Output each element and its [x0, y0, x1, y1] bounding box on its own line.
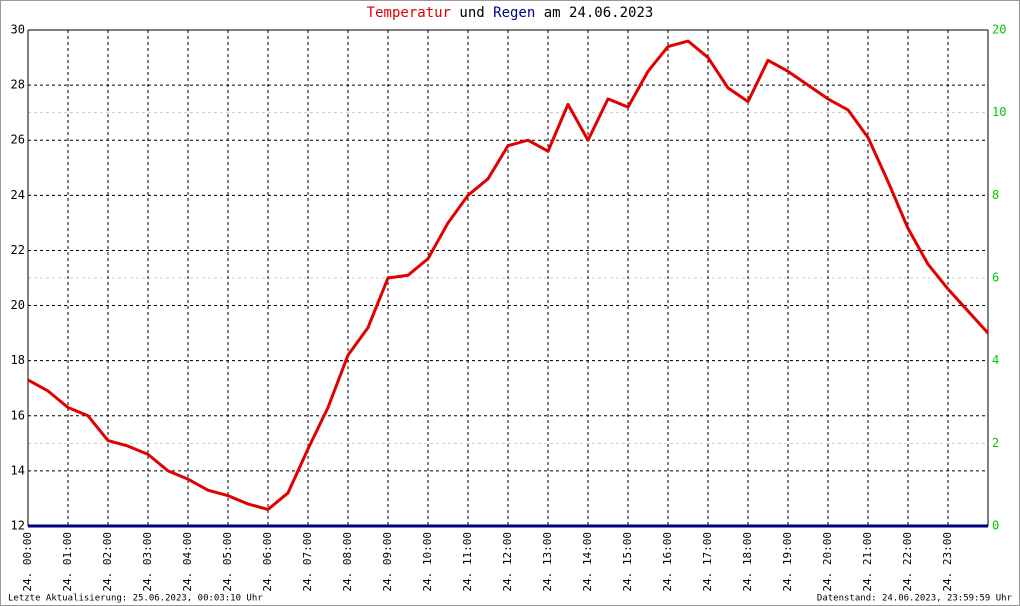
x-tick-label: 24. 15:00: [621, 532, 634, 592]
x-tick-label: 24. 19:00: [781, 532, 794, 592]
x-tick-label: 24. 07:00: [301, 532, 314, 592]
y-tick-label: 14: [11, 463, 25, 477]
title-und: und: [459, 5, 484, 21]
x-tick-label: 24. 21:00: [861, 532, 874, 592]
x-tick-label: 24. 14:00: [581, 532, 594, 592]
y-tick-label: 30: [11, 23, 25, 37]
x-tick-label: 24. 02:00: [101, 532, 114, 592]
x-tick-label: 24. 04:00: [181, 532, 194, 592]
chart-title: Temperatur und Regen am 24.06.2023: [367, 5, 654, 21]
y2-tick-label: 4: [992, 353, 999, 367]
y2-tick-label: 10: [992, 105, 1006, 119]
y-tick-label: 20: [11, 298, 25, 312]
y-tick-label: 24: [11, 188, 25, 202]
y-tick-label: 16: [11, 408, 25, 422]
x-tick-label: 24. 16:00: [661, 532, 674, 592]
y-tick-label: 22: [11, 243, 25, 257]
y2-tick-label: 6: [992, 271, 999, 285]
x-tick-label: 24. 23:00: [941, 532, 954, 592]
x-tick-label: 24. 05:00: [221, 532, 234, 592]
footer-left: Letzte Aktualisierung: 25.06.2023, 00:03…: [8, 594, 263, 604]
x-tick-label: 24. 18:00: [741, 532, 754, 592]
x-tick-label: 24. 17:00: [701, 532, 714, 592]
x-tick-label: 24. 03:00: [141, 532, 154, 592]
y2-tick-label: 2: [992, 436, 999, 450]
x-tick-label: 24. 10:00: [421, 532, 434, 592]
x-tick-label: 24. 12:00: [501, 532, 514, 592]
x-tick-label: 24. 06:00: [261, 532, 274, 592]
x-tick-label: 24. 13:00: [541, 532, 554, 592]
y-tick-label: 28: [11, 78, 25, 92]
x-tick-label: 24. 01:00: [61, 532, 74, 592]
y2-tick-label: 0: [992, 519, 999, 533]
x-tick-label: 24. 08:00: [341, 532, 354, 592]
title-rain: Regen: [493, 5, 535, 21]
title-date: am 24.06.2023: [544, 5, 654, 21]
x-tick-label: 24. 22:00: [901, 532, 914, 592]
y2-tick-label: 20: [992, 23, 1006, 37]
title-temp: Temperatur: [367, 5, 451, 21]
series-line: [27, 39, 990, 511]
x-tick-label: 24. 11:00: [461, 532, 474, 592]
x-tick-label: 24. 20:00: [821, 532, 834, 592]
y2-tick-label: 8: [992, 188, 999, 202]
footer-right: Datenstand: 24.06.2023, 23:59:59 Uhr: [817, 594, 1013, 604]
y-tick-label: 26: [11, 133, 25, 147]
x-tick-label: 24. 00:00: [21, 532, 34, 592]
y-tick-label: 12: [11, 519, 25, 533]
y-tick-label: 18: [11, 353, 25, 367]
x-tick-label: 24. 09:00: [381, 532, 394, 592]
